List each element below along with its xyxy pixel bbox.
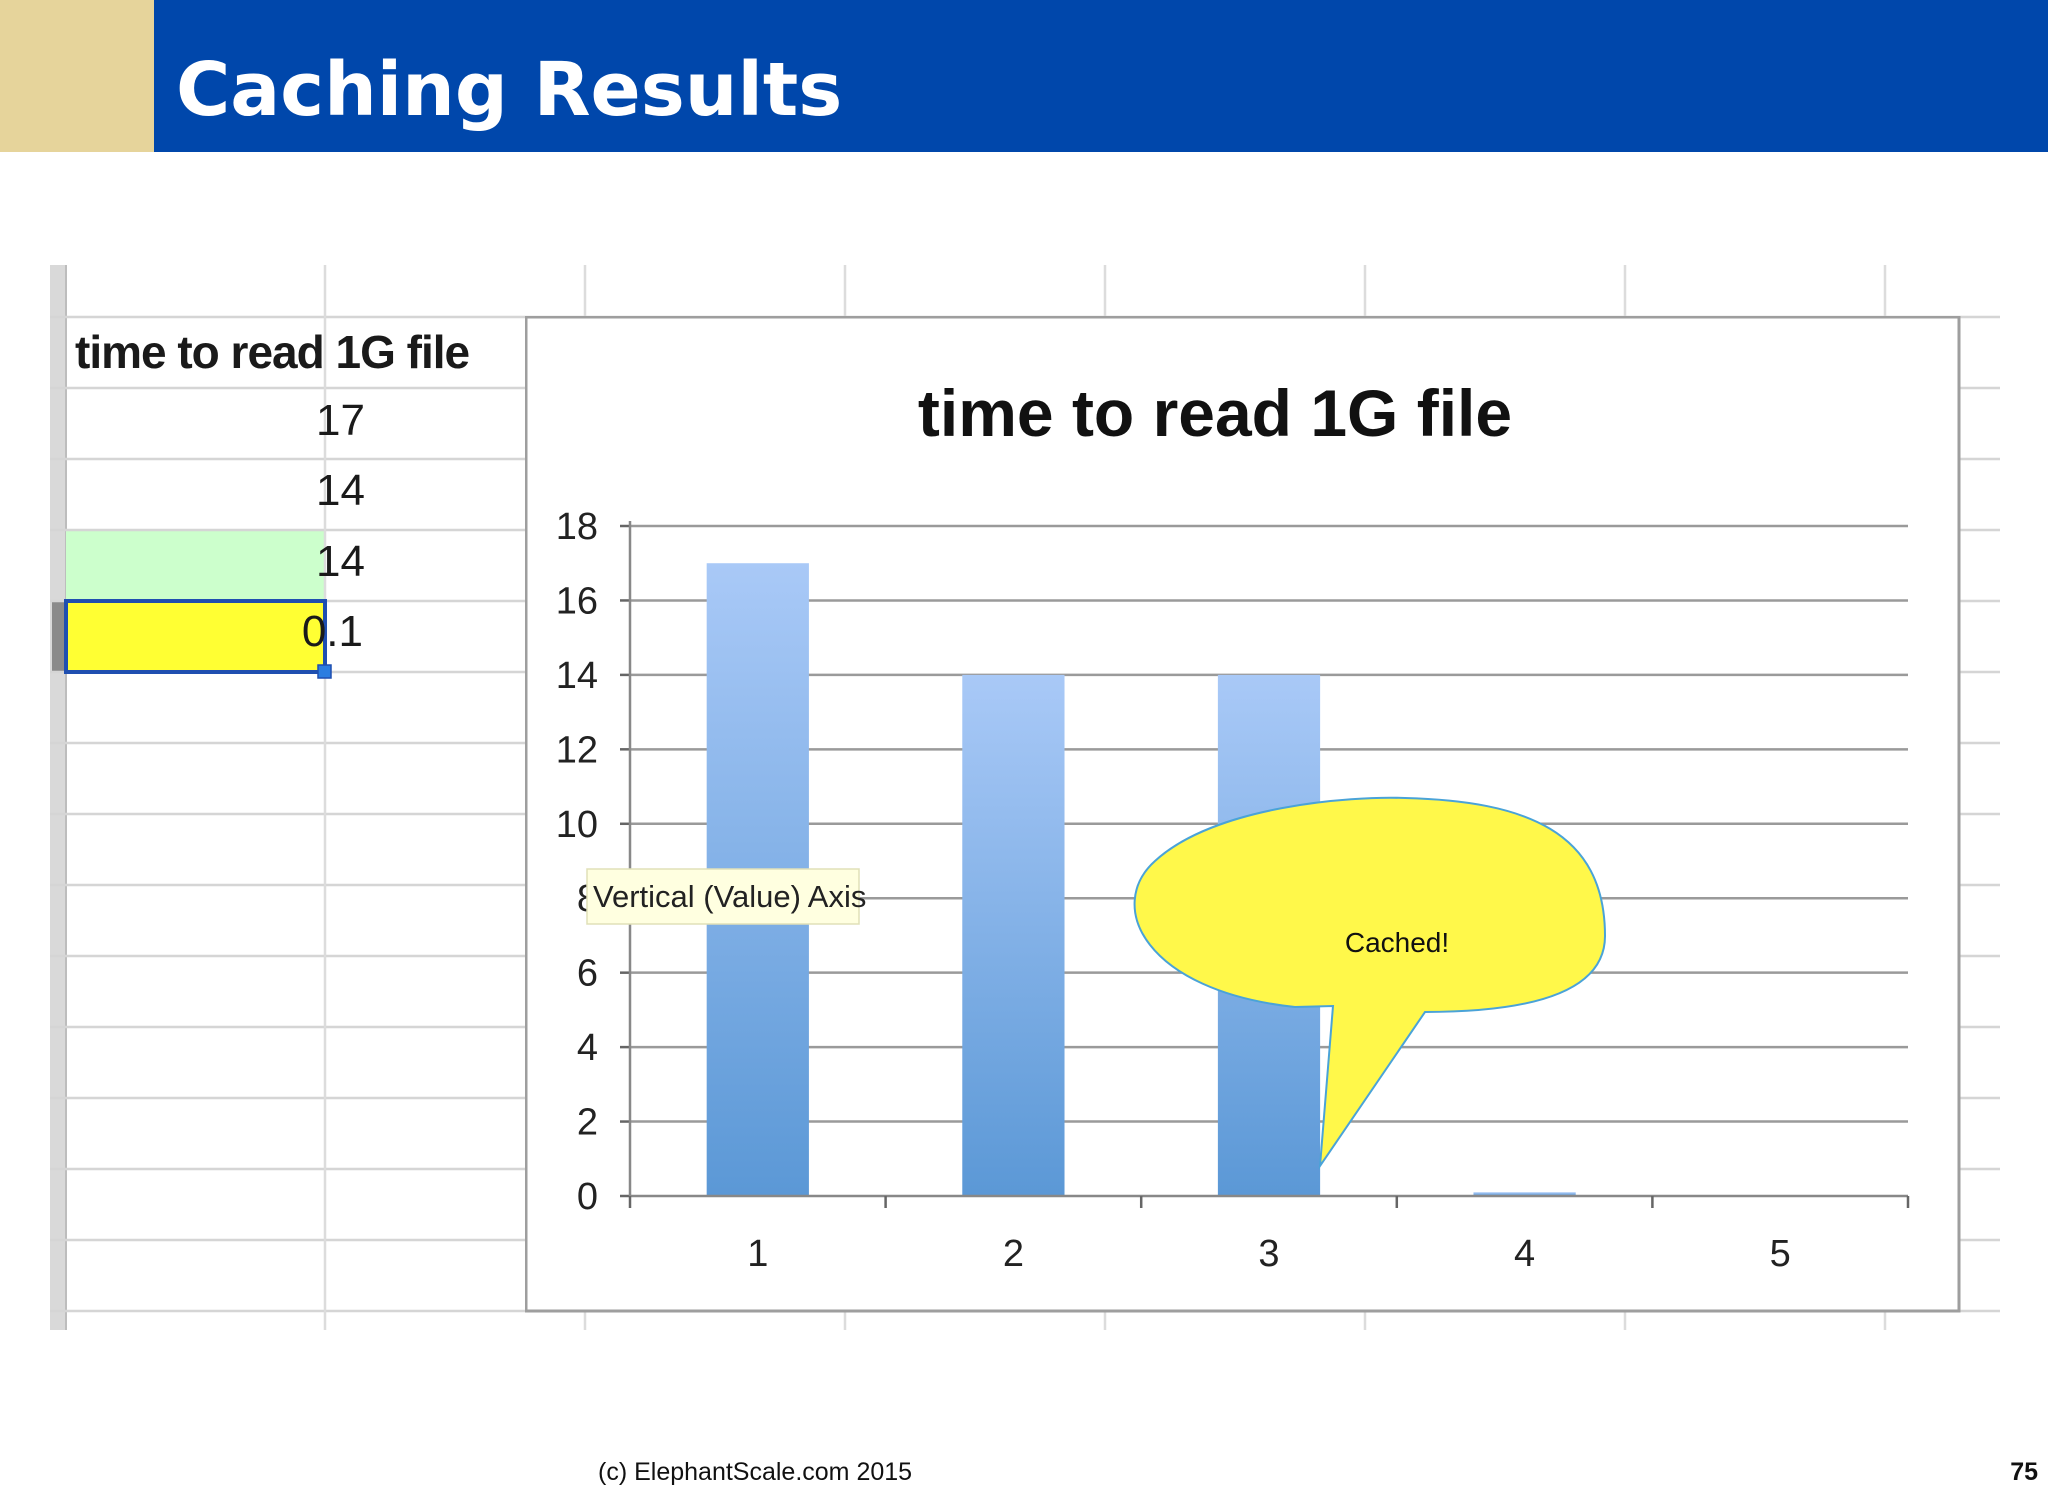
footer-copyright: (c) ElephantScale.com 2015 <box>598 1458 913 1486</box>
axis-tooltip: Vertical (Value) Axis <box>586 868 866 925</box>
y-tick-label: 0 <box>577 1176 598 1218</box>
y-tick-label: 6 <box>577 953 598 995</box>
y-tick-label: 16 <box>556 580 598 622</box>
cached-callout: Cached! <box>1133 796 1607 1170</box>
x-tick-label: 5 <box>1770 1233 1791 1275</box>
header-bar <box>154 0 2048 152</box>
x-tick-label: 3 <box>1258 1233 1279 1275</box>
x-tick-label: 1 <box>747 1233 768 1275</box>
chart-title: time to read 1G file <box>918 376 1512 450</box>
column-header[interactable]: time to read 1G file <box>75 326 470 378</box>
y-tick-label: 4 <box>577 1027 598 1069</box>
y-tick-label: 12 <box>556 729 598 771</box>
x-tick-label: 2 <box>1003 1233 1024 1275</box>
cell-value-3[interactable]: 14 <box>316 537 365 586</box>
bar-chart[interactable]: time to read 1G file 0246810121416181234… <box>525 316 1965 1316</box>
cell-value-1[interactable]: 17 <box>316 396 365 445</box>
callout-text: Cached! <box>1345 927 1449 958</box>
tooltip-text: Vertical (Value) Axis <box>593 879 866 914</box>
slide-title: Caching Results <box>176 47 843 133</box>
bar-2[interactable] <box>962 674 1065 1196</box>
slide-number: 75 <box>2010 1458 2038 1486</box>
y-tick-label: 10 <box>556 804 598 846</box>
cell-value-2[interactable]: 14 <box>316 466 365 515</box>
x-tick-label: 4 <box>1514 1233 1535 1275</box>
callout-bubble <box>1133 796 1607 1170</box>
y-tick-label: 2 <box>577 1102 598 1144</box>
y-tick-label: 18 <box>556 506 598 548</box>
bar-4[interactable] <box>1473 1192 1576 1196</box>
cell-value-4[interactable]: 0.1 <box>301 607 363 656</box>
header-accent <box>0 0 154 152</box>
y-tick-label: 14 <box>556 655 598 697</box>
